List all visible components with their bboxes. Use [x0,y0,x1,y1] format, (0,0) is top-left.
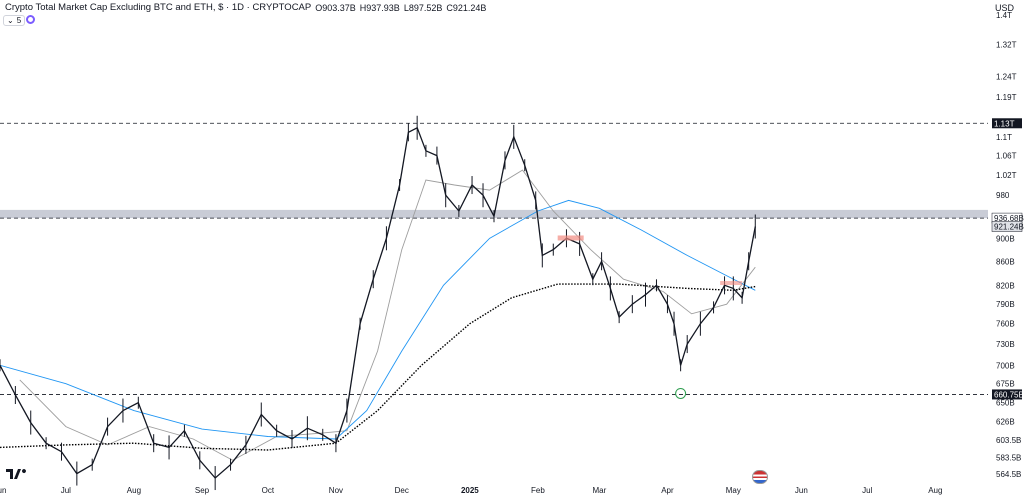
y-tick-label: 860B [996,257,1015,266]
price-labels: 1.13T 936.68B 660.75B 921.24B [991,118,1024,400]
x-tick-label: Jul [61,486,71,495]
y-tick-label: 583.5B [996,453,1021,462]
x-tick-label: Sep [195,486,210,495]
horizontal-lines [0,122,988,395]
y-tick-label: 603.5B [996,436,1021,445]
x-tick-label: Feb [531,486,545,495]
x-tick-label: May [726,486,741,495]
y-tick-label: 650B [996,399,1015,408]
y-tick-label: 730B [996,340,1015,349]
symbol-title[interactable]: Crypto Total Market Cap Excluding BTC an… [5,2,312,13]
indicator-count: 5 [16,16,22,25]
price-label-text: 921.24B [994,222,1024,231]
y-tick-label: 1.02T [996,171,1017,180]
x-tick-label: Aug [127,486,141,495]
indicator-toggle-button[interactable]: ⌄ 5 [3,15,26,26]
x-tick-label: Oct [262,486,275,495]
price-series [0,115,756,491]
price-label-text: 1.13T [994,119,1015,128]
currency-label[interactable]: USD [994,3,1014,13]
x-tick-label: Nov [329,486,343,495]
x-tick-label: Apr [661,486,674,495]
y-tick-label: 700B [996,361,1015,370]
x-tick-label: Jul [862,486,872,495]
y-tick-label: 1.06T [996,152,1017,161]
price-label-text: 936.68B [994,214,1024,223]
y-tick-label: 675B [996,380,1015,389]
y-tick-label: 1.32T [996,41,1017,50]
close-value: C921.24B [446,2,487,13]
y-tick-label: 980 [996,191,1010,200]
price-label-box [992,118,1022,129]
y-tick-label: 564.5B [996,470,1021,479]
x-axis: Jun Jul Aug Sep Oct Nov Dec 2025 Feb Mar Apr May Jun… [0,486,942,495]
y-tick-label: 1.24T [996,72,1017,81]
y-tick-label: 790B [996,300,1015,309]
y-tick-label: 760B [996,320,1015,329]
highlight-zone-2 [720,281,743,286]
x-tick-label: Jun [795,486,808,495]
price-label-box [992,389,1022,400]
y-axis: 1.4T 1.32T 1.24T 1.19T 1.1T 1.06T 1.02T 980 900B… [996,11,1021,479]
y-tick-label: 1.19T [996,93,1017,102]
chevron-down-icon: ⌄ [7,16,14,25]
open-value: O903.37B [315,2,356,13]
x-tick-label: Aug [928,486,942,495]
y-tick-label: 820B [996,281,1015,290]
low-value: L897.52B [403,2,443,13]
x-tick-label: 2025 [461,486,479,495]
us-flag-icon[interactable] [752,470,768,484]
y-tick-label: 1.1T [996,133,1012,142]
x-tick-label: Mar [592,486,606,495]
x-tick-label: Jun [0,486,6,495]
indicator-settings-icon[interactable] [26,15,35,24]
annotations [675,387,687,399]
y-tick-label: 900B [996,234,1015,243]
highlight-zone-1 [557,235,584,241]
ohlc-readout: O903.37B H937.93B L897.52B C921.24B [315,3,486,13]
tradingview-logo-icon[interactable] [6,467,28,482]
low-marker-circle [675,387,687,399]
ma-line-1 [0,199,756,440]
price-line [0,126,756,479]
chart-header: Crypto Total Market Cap Excluding BTC an… [5,2,486,13]
y-tick-label: 626B [996,418,1015,427]
high-value: H937.93B [359,2,400,13]
price-label-box [991,221,1023,232]
x-tick-label: Dec [395,486,409,495]
moving-averages [0,169,756,461]
ma-line-2 [0,283,756,451]
y-tick-label: 1.4T [996,11,1012,20]
price-label-text: 660.75B [994,390,1024,399]
